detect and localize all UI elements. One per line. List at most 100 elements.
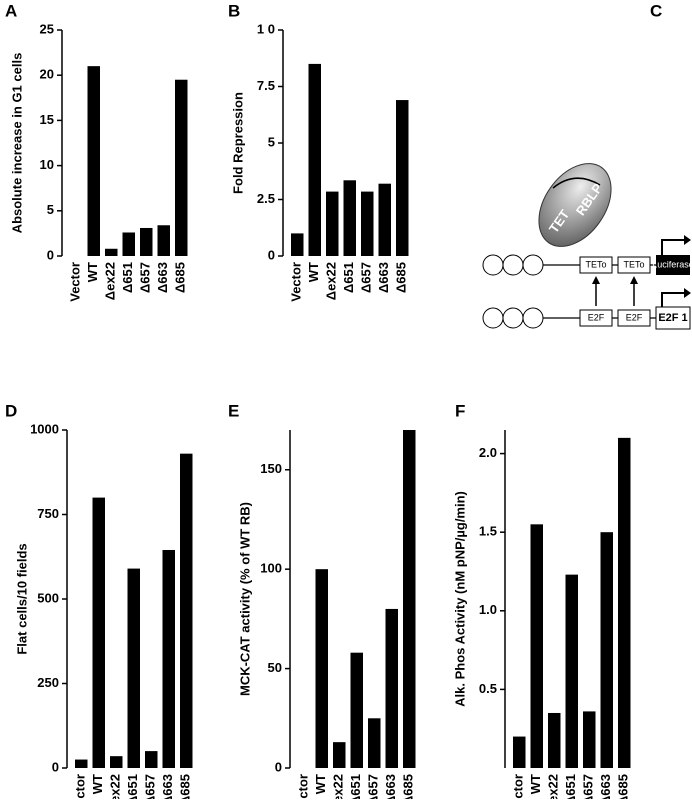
panel-label: B — [228, 1, 240, 20]
y-tick-label: 150 — [260, 461, 282, 476]
y-tick-label: 2.0 — [479, 445, 497, 460]
nucleosome — [522, 307, 544, 329]
bar — [122, 232, 135, 256]
x-tick-label: Δ651 — [341, 262, 356, 293]
panel-label: E — [228, 401, 239, 420]
x-tick-label: Δ663 — [383, 774, 398, 799]
bar — [350, 652, 363, 768]
x-tick-label: Δ663 — [598, 774, 613, 799]
nucleosome — [482, 254, 504, 276]
bar — [127, 568, 140, 768]
bar — [513, 736, 526, 768]
x-tick-label: WT — [528, 774, 543, 794]
arrow-head — [630, 276, 638, 284]
x-tick-label: Δ657 — [366, 774, 381, 799]
teto-box — [617, 256, 651, 274]
y-tick-label: 50 — [268, 660, 282, 675]
y-tick-label: 0.5 — [479, 681, 497, 696]
nucleosome — [502, 307, 524, 329]
bar — [291, 233, 304, 256]
bar — [180, 453, 193, 768]
reporter-box — [656, 255, 690, 275]
chart-panel: B Fold Repression 0 2.5 5 7.5 1 0 Vector WT Δex22… — [228, 1, 409, 301]
bar — [548, 712, 561, 768]
teto-text: TETo — [585, 259, 606, 269]
bar — [92, 497, 105, 768]
e2f-box — [617, 309, 651, 327]
y-tick-label: 1 0 — [257, 21, 275, 36]
x-tick-label: Δ663 — [160, 774, 175, 799]
bar — [385, 608, 398, 768]
e2f-text: E2F — [588, 312, 605, 322]
y-tick-label: 5 — [268, 134, 275, 149]
y-tick-label: 0 — [268, 247, 275, 262]
x-tick-label: Vector — [289, 262, 304, 302]
bar — [565, 574, 578, 768]
bar — [530, 524, 543, 768]
x-tick-label: Δ657 — [138, 262, 153, 293]
gene-box — [655, 306, 691, 330]
x-tick-label: Δ651 — [125, 774, 140, 799]
x-tick-label: WT — [306, 262, 321, 282]
bar — [403, 430, 416, 768]
x-tick-label: Δex22 — [546, 774, 561, 799]
x-tick-label: Δ651 — [563, 774, 578, 799]
bar — [105, 248, 118, 256]
nucleosome — [522, 254, 544, 276]
gene-text: E2F 1 — [658, 312, 687, 324]
bar — [618, 437, 631, 768]
x-tick-label: Vector — [511, 774, 526, 799]
y-tick-label: 20 — [40, 67, 54, 82]
x-tick-label: Vector — [73, 774, 88, 799]
x-tick-label: Δ685 — [616, 774, 631, 799]
teto-text: TETo — [623, 259, 644, 269]
y-tick-label: 0 — [275, 759, 282, 774]
x-tick-label: Δ685 — [178, 774, 193, 799]
y-axis-label: MCK-CAT activity (% of WT RB) — [237, 502, 252, 696]
bar — [110, 756, 123, 768]
bar — [175, 79, 188, 256]
bar — [75, 759, 88, 768]
diagram: C TET RBLP TETo TETo Luciferase E2F E2F … — [482, 1, 692, 330]
bar — [368, 718, 381, 768]
x-tick-label: WT — [85, 262, 100, 282]
nucleosome — [482, 307, 504, 329]
x-tick-label: Δex22 — [103, 262, 118, 300]
chart-panel: D Flat cells/10 fields 0 250 500 750 1000 Vecto… — [5, 401, 193, 804]
e2f-text: E2F — [626, 312, 643, 322]
divider — [552, 177, 601, 189]
chart-panel: A Absolute increase in G1 cells 0 5 10 15 20 25… — [5, 1, 188, 301]
x-tick-label: Δ663 — [376, 262, 391, 293]
x-tick-label: Δex22 — [331, 774, 346, 799]
x-tick-label: Δ657 — [581, 774, 596, 799]
chart-panel: F Alk. Phos Activity (nM pNP/µg/min) 0.5 1.… — [452, 401, 631, 804]
bar — [600, 532, 613, 768]
y-tick-label: 750 — [37, 506, 59, 521]
y-tick-label: 7.5 — [257, 78, 275, 93]
bar — [162, 549, 175, 768]
y-tick-label: 1000 — [30, 421, 59, 436]
y-tick-label: 10 — [40, 157, 54, 172]
teto-box — [579, 256, 613, 274]
bar — [333, 742, 346, 768]
y-axis-label: Flat cells/10 fields — [14, 543, 29, 654]
y-axis-label: Absolute increase in G1 cells — [9, 53, 24, 234]
x-tick-label: WT — [90, 774, 105, 794]
bar — [583, 711, 596, 768]
y-tick-label: 250 — [37, 675, 59, 690]
bar — [157, 225, 170, 256]
y-tick-label: 1.0 — [479, 602, 497, 617]
reporter-text: Luciferase — [652, 259, 692, 269]
x-tick-label: Δ651 — [348, 774, 363, 799]
nucleosome — [502, 254, 524, 276]
y-tick-label: 1.5 — [479, 524, 497, 539]
panel-label: F — [455, 401, 465, 420]
y-axis-label: Alk. Phos Activity (nM pNP/µg/min) — [452, 491, 467, 707]
y-tick-label: 100 — [260, 561, 282, 576]
x-tick-label: Δ651 — [120, 262, 135, 293]
x-tick-label: Δ685 — [401, 774, 416, 799]
x-tick-label: Vector — [68, 262, 83, 302]
y-axis-label: Fold Repression — [230, 92, 245, 194]
x-tick-label: Δ685 — [394, 262, 409, 293]
y-tick-label: 25 — [40, 21, 54, 36]
